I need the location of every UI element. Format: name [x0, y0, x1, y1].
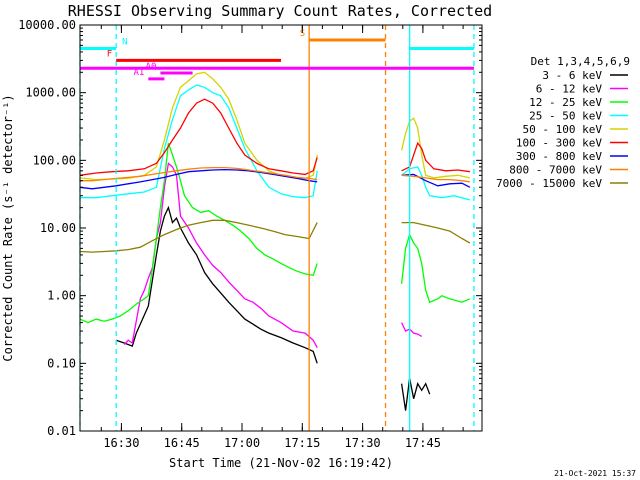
legend-label-6: 300 - 800 keV [516, 150, 602, 163]
chart-title: RHESSI Observing Summary Count Rates, Co… [68, 2, 492, 20]
legend-label-7: 800 - 7000 keV [509, 164, 602, 177]
series-line-7-segment-0 [80, 166, 318, 182]
flag-label-3: S [300, 29, 305, 39]
flag-label-5: A0 [146, 62, 157, 72]
series-line-0-segment-0 [115, 205, 318, 364]
x-axis-label: Start Time (21-Nov-02 16:19:42) [169, 456, 393, 470]
y-tick-label-0: 10000.00 [18, 18, 76, 32]
x-tick-label-4: 17:30 [345, 436, 381, 450]
legend-label-0: 3 - 6 keV [542, 69, 602, 82]
x-axis: 16:30 16:45 17:00 17:15 17:30 17:45 [100, 25, 464, 450]
legend-label-3: 25 - 50 keV [529, 110, 602, 123]
series-line-8-segment-0 [79, 219, 318, 253]
series-line-5-segment-1 [401, 141, 470, 173]
y-axis-label: Corrected Count Rate (s⁻¹ detector⁻¹) [1, 94, 15, 361]
x-tick-label-1: 16:45 [164, 436, 200, 450]
series-line-4-segment-1 [400, 117, 471, 179]
x-tick-label-2: 17:00 [224, 436, 260, 450]
y-tick-label-2: 100.00 [33, 153, 76, 167]
series-line-3-segment-1 [401, 166, 471, 201]
series-line-5-segment-0 [79, 98, 318, 176]
y-axis: 10000.00 1000.00 100.00 10.00 1.00 0.10 0.01 [18, 18, 482, 438]
y-tick-label-1: 1000.00 [25, 86, 76, 100]
series-line-8-segment-1 [401, 221, 471, 244]
y-tick-label-5: 0.10 [47, 356, 76, 370]
series-layer [79, 71, 471, 411]
x-tick-label-0: 16:30 [103, 436, 139, 450]
series-line-7-segment-1 [401, 174, 470, 183]
flag-label-0: N [122, 37, 127, 47]
series-line-6-segment-1 [401, 173, 471, 188]
legend-label-4: 50 - 100 keV [523, 123, 603, 136]
series-line-0-segment-1 [400, 378, 431, 411]
legend-title: Det 1,3,4,5,6,9 [531, 55, 630, 68]
series-line-1-segment-1 [401, 322, 423, 337]
series-line-6-segment-0 [79, 168, 318, 190]
series-line-1-segment-0 [123, 162, 318, 349]
legend-label-2: 12 - 25 keV [529, 96, 602, 109]
y-tick-label-3: 10.00 [40, 221, 76, 235]
legend-label-5: 100 - 300 keV [516, 137, 602, 150]
series-line-3-segment-0 [80, 84, 318, 199]
flag-label-2: F [107, 49, 112, 59]
timestamp: 21-Oct-2021 15:37 [554, 469, 636, 478]
legend-label-1: 6 - 12 keV [536, 83, 603, 96]
y-tick-label-6: 0.01 [47, 424, 76, 438]
series-line-2-segment-0 [79, 142, 318, 324]
x-tick-label-5: 17:45 [405, 436, 441, 450]
x-tick-label-3: 17:15 [284, 436, 320, 450]
legend-label-8: 7000 - 15000 keV [496, 177, 602, 190]
y-tick-label-4: 1.00 [47, 289, 76, 303]
flag-label-6: A1 [133, 68, 144, 78]
